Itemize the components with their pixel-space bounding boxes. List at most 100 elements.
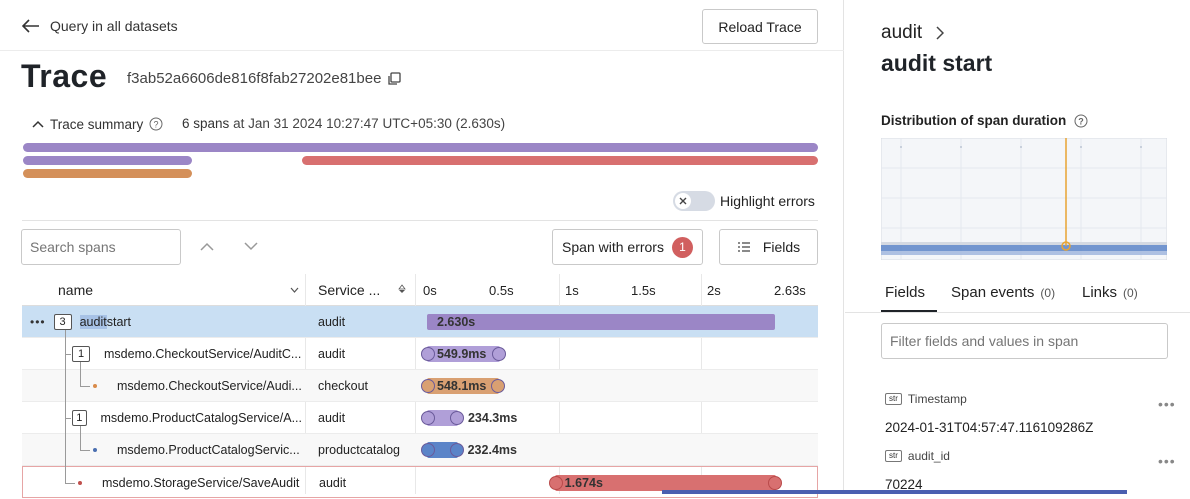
span-bar[interactable] [554,475,776,491]
back-link[interactable]: Query in all datasets [22,14,178,38]
span-bar[interactable] [427,378,500,394]
search-highlight: audit [79,315,107,329]
svg-text:?: ? [154,120,159,130]
column-header-service-label: Service ... [318,282,381,298]
table-header [22,274,818,306]
service-dot [93,384,97,388]
tab-span-events-label: Span events [951,284,1035,301]
span-bar[interactable] [427,346,500,362]
chevron-down-icon[interactable] [290,287,299,293]
span-detail-panel: audit audit start Distribution of span d… [845,0,1190,494]
span-handle[interactable] [421,347,435,361]
trace-id: f3ab52a6606de816f8fab27202e81bee [127,70,402,87]
span-handle[interactable] [449,443,464,457]
span-row[interactable]: 1 msdemo.ProductCatalogService/A... audit 2… [22,402,818,434]
child-count-badge[interactable]: 1 [72,410,87,426]
column-header-name[interactable]: name [58,274,93,306]
span-row[interactable]: ••• 3 audit start audit 2.630s [22,306,818,338]
span-name-cell: msdemo.CheckoutService/Audi... [93,370,302,402]
column-header-service[interactable]: Service ... [318,274,380,306]
span-with-errors-label: Span with errors [562,239,664,255]
highlight-errors-label: Highlight errors [720,193,815,209]
minimap-bar [23,156,192,165]
copy-icon[interactable] [387,71,402,86]
tree-line [65,354,71,355]
search-spans-input[interactable] [21,229,181,265]
chevron-right-icon [936,26,945,40]
span-count: 6 spans [182,116,230,131]
field-value: 2024-01-31T04:57:47.116109286Z [885,420,1094,435]
span-handle[interactable] [421,411,435,425]
span-row[interactable]: msdemo.ProductCatalogServic... productcat… [22,434,818,466]
field-key: str audit_id [885,449,950,463]
span-name: msdemo.ProductCatalogService/A... [100,411,302,425]
span-duration-label: 1.674s [564,476,603,490]
service-name: productcatalog [318,443,401,457]
service-name: audit [318,411,346,425]
divider [0,50,844,51]
svg-text:?: ? [1079,116,1085,126]
tree-line [80,426,81,450]
tab-fields-label: Fields [885,284,926,301]
more-icon[interactable]: ••• [30,315,46,329]
span-row[interactable]: 1 msdemo.CheckoutService/AuditC... audit 54… [22,338,818,370]
chevron-up-icon[interactable] [200,242,214,251]
trace-summary-info: 6 spans at Jan 31 2024 10:27:47 UTC+05:3… [182,116,505,131]
span-name-cell: 1 msdemo.CheckoutService/AuditC... [72,338,302,370]
child-count-badge[interactable]: 3 [53,314,72,330]
trace-panel: Query in all datasets Reload Trace Trace… [0,0,844,498]
filter-fields-input[interactable] [881,323,1168,359]
close-icon [675,193,691,209]
span-handle[interactable] [768,476,782,490]
minimap-bar [23,169,192,178]
span-name: msdemo.ProductCatalogServic... [117,443,300,457]
child-count-badge[interactable]: 1 [72,346,90,362]
breadcrumb[interactable]: audit [881,22,945,44]
tab-span-events[interactable]: Span events (0) [951,284,1055,301]
span-handle[interactable] [491,379,506,393]
span-name: msdemo.StorageService/SaveAudit [102,476,300,490]
span-duration-heatmap[interactable] [881,138,1167,260]
span-handle[interactable] [449,411,464,425]
more-icon[interactable]: ••• [1158,396,1176,412]
divider [22,220,818,221]
service-dot [78,481,82,485]
column-header-name-label: name [58,282,94,298]
more-icon[interactable]: ••• [1158,453,1176,469]
type-badge: str [885,450,902,462]
span-name-cell: msdemo.StorageService/SaveAudit [78,467,303,499]
span-handle[interactable] [421,379,435,393]
span-row[interactable]: msdemo.CheckoutService/Audi... checkout 54… [22,370,818,402]
chevron-down-icon[interactable] [244,242,258,251]
tab-links-count: (0) [1123,286,1138,300]
timeline-tick-label: 2s [707,282,721,298]
span-duration-label: 232.4ms [467,443,517,457]
trace-summary-toggle[interactable]: Trace summary ? [32,114,163,134]
span-duration-label: 548.1ms [437,379,487,393]
span-with-errors-button[interactable]: Span with errors 1 [552,229,703,265]
span-handle[interactable] [491,347,506,361]
span-handle[interactable] [548,476,563,490]
tree-line [65,418,71,419]
service-dot [93,448,97,452]
reload-trace-button[interactable]: Reload Trace [702,9,818,44]
span-name-cell: ••• 3 audit start [30,306,302,338]
span-duration-label: 234.3ms [467,411,518,425]
field-key-label: audit_id [907,449,950,463]
sort-icon[interactable] [398,284,406,294]
divider [845,312,1190,313]
fields-button-label: Fields [762,239,801,255]
highlight-errors-toggle[interactable] [673,191,715,211]
tab-span-events-count: (0) [1040,286,1056,300]
fields-button[interactable]: Fields [719,229,818,265]
active-tab-indicator [881,310,937,312]
trace-time: at Jan 31 2024 10:27:47 UTC+05:30 (2.630… [233,116,506,131]
help-icon: ? [1074,114,1088,127]
tab-fields[interactable]: Fields [885,284,925,301]
span-bar[interactable] [427,314,775,330]
distribution-heading: Distribution of span duration ? [881,113,1088,128]
span-name: msdemo.CheckoutService/Audi... [117,379,302,393]
tab-links[interactable]: Links (0) [1082,284,1138,301]
span-handle[interactable] [421,443,435,457]
field-value: 70224 [885,477,923,492]
